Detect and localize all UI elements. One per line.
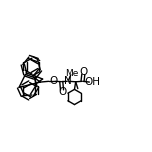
Text: OH: OH	[84, 77, 100, 87]
Text: O: O	[50, 76, 58, 86]
Text: N: N	[64, 76, 72, 86]
Text: O: O	[79, 67, 87, 77]
Text: O: O	[58, 87, 66, 97]
Text: Me: Me	[65, 69, 79, 78]
